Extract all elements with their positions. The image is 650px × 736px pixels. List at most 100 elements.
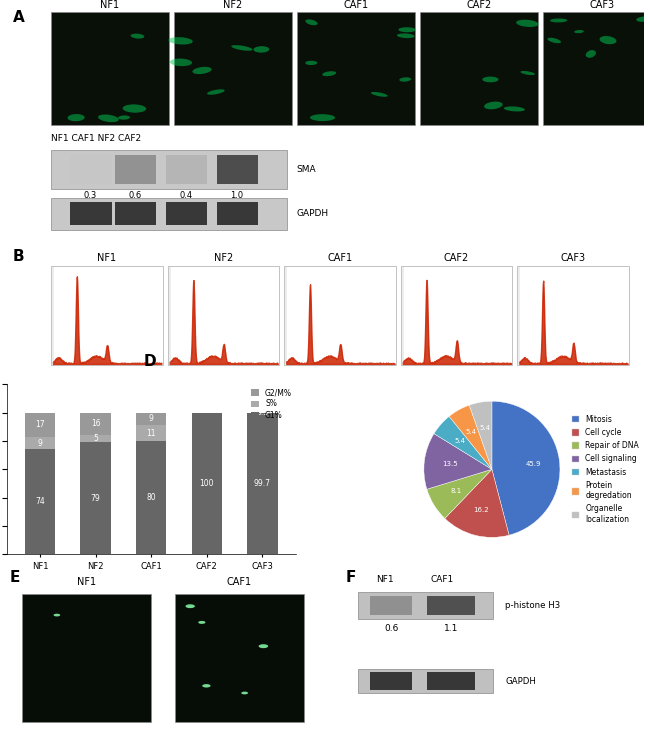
Bar — [21, 594, 151, 722]
Text: NF1: NF1 — [101, 0, 120, 10]
Bar — [70, 202, 112, 225]
Ellipse shape — [516, 20, 539, 27]
Text: CAF1: CAF1 — [328, 252, 352, 263]
Ellipse shape — [398, 27, 416, 32]
Text: E: E — [10, 570, 20, 584]
Bar — [358, 669, 493, 693]
Text: 17: 17 — [35, 420, 45, 429]
Text: NF1: NF1 — [98, 252, 116, 263]
Bar — [175, 594, 304, 722]
Ellipse shape — [185, 604, 195, 608]
Text: CAF1: CAF1 — [227, 577, 252, 587]
Text: 0.6: 0.6 — [129, 191, 142, 200]
Bar — [517, 266, 629, 364]
Bar — [192, 413, 222, 554]
Ellipse shape — [254, 46, 269, 52]
Ellipse shape — [504, 107, 525, 111]
Text: NF2: NF2 — [224, 0, 242, 10]
Text: 5.4: 5.4 — [466, 430, 477, 436]
Text: GAPDH: GAPDH — [505, 676, 536, 686]
Ellipse shape — [231, 45, 253, 51]
Ellipse shape — [98, 115, 119, 122]
Bar — [80, 435, 111, 442]
Text: 16: 16 — [91, 420, 100, 428]
Bar — [51, 150, 287, 189]
Text: NF1: NF1 — [376, 576, 394, 584]
Text: 5.4: 5.4 — [455, 439, 466, 445]
Wedge shape — [434, 417, 492, 470]
Text: B: B — [13, 249, 25, 264]
Bar — [136, 425, 166, 441]
Text: SMA: SMA — [296, 165, 316, 174]
Wedge shape — [424, 434, 492, 489]
Ellipse shape — [310, 114, 335, 121]
Bar — [370, 673, 412, 690]
Bar — [80, 442, 111, 554]
Ellipse shape — [484, 102, 502, 110]
Bar — [216, 202, 258, 225]
Text: 0.3: 0.3 — [257, 408, 268, 417]
Text: CAF3: CAF3 — [560, 252, 586, 263]
Ellipse shape — [259, 644, 268, 648]
Legend: Mitosis, Cell cycle, Repair of DNA, Cell signaling, Metastasis, Protein
degredat: Mitosis, Cell cycle, Repair of DNA, Cell… — [572, 415, 639, 524]
Wedge shape — [492, 401, 560, 535]
Bar — [166, 202, 207, 225]
Text: A: A — [13, 10, 25, 24]
Wedge shape — [445, 470, 509, 537]
Legend: G2/M%, S%, G1%: G2/M%, S%, G1% — [252, 388, 292, 420]
Text: 45.9: 45.9 — [526, 461, 541, 467]
Wedge shape — [469, 401, 492, 470]
Bar — [70, 155, 112, 184]
Bar — [427, 596, 475, 615]
Ellipse shape — [241, 692, 248, 694]
Text: CAF1: CAF1 — [430, 576, 454, 584]
Bar — [51, 266, 162, 364]
Text: 5: 5 — [93, 434, 98, 443]
Text: NF2: NF2 — [214, 252, 233, 263]
Ellipse shape — [118, 116, 130, 120]
Text: GAPDH: GAPDH — [296, 209, 328, 219]
Ellipse shape — [198, 621, 205, 624]
Text: 9: 9 — [38, 439, 42, 447]
Bar — [115, 155, 156, 184]
Ellipse shape — [399, 77, 411, 82]
Bar — [51, 12, 169, 125]
Text: D: D — [143, 353, 156, 369]
Text: 9: 9 — [149, 414, 153, 423]
Text: 79: 79 — [90, 494, 100, 503]
Ellipse shape — [586, 50, 596, 58]
Text: 100: 100 — [200, 479, 214, 488]
Bar — [216, 155, 258, 184]
Bar — [168, 266, 279, 364]
Text: 1.0: 1.0 — [231, 191, 244, 200]
Bar — [284, 266, 396, 364]
Ellipse shape — [53, 614, 60, 617]
Wedge shape — [449, 405, 492, 470]
Wedge shape — [427, 470, 492, 518]
Text: 11: 11 — [146, 428, 156, 438]
Bar — [115, 202, 156, 225]
Text: 5.4: 5.4 — [479, 425, 490, 431]
Ellipse shape — [547, 38, 561, 43]
Ellipse shape — [168, 37, 193, 45]
Text: 74: 74 — [35, 498, 45, 506]
Ellipse shape — [482, 77, 499, 82]
Bar — [427, 673, 475, 690]
Ellipse shape — [322, 71, 336, 77]
Bar — [136, 413, 166, 425]
Bar — [25, 450, 55, 554]
Ellipse shape — [68, 114, 84, 121]
Bar — [25, 436, 55, 450]
Text: CAF2: CAF2 — [466, 0, 491, 10]
Ellipse shape — [371, 92, 388, 96]
Text: NF1 CAF1 NF2 CAF2: NF1 CAF1 NF2 CAF2 — [51, 135, 141, 144]
Bar — [297, 12, 415, 125]
Text: 1.1: 1.1 — [444, 623, 458, 633]
Text: 8.1: 8.1 — [450, 489, 462, 495]
Ellipse shape — [599, 36, 616, 44]
Bar — [51, 198, 287, 230]
Bar — [401, 266, 512, 364]
Text: p-histone H3: p-histone H3 — [505, 601, 560, 610]
Ellipse shape — [207, 89, 225, 95]
Ellipse shape — [636, 16, 650, 22]
